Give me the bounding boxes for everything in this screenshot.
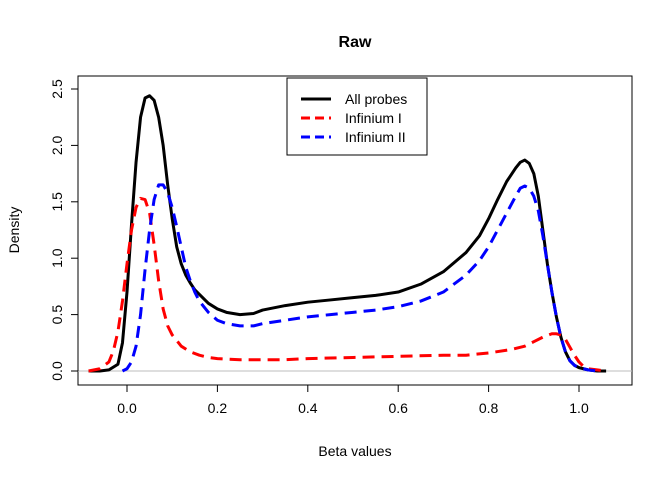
x-tick-label: 0.4 — [298, 400, 318, 416]
series-layer — [88, 94, 607, 373]
x-tick-label: 1.0 — [569, 400, 589, 416]
legend-label: Infinium I — [345, 110, 402, 126]
x-tick-label: 0.8 — [479, 400, 499, 416]
legend: All probes Infinium I Infinium II — [286, 77, 428, 156]
legend-label: Infinium II — [345, 129, 406, 145]
x-axis-title: Beta values — [318, 443, 391, 459]
x-tick-label: 0.6 — [388, 400, 408, 416]
y-axis-title: Density — [6, 207, 22, 254]
x-axis: 0.0 0.2 0.4 0.6 0.8 1.0 — [117, 384, 589, 416]
y-tick-label: 0.5 — [49, 305, 65, 325]
y-tick-label: 2.0 — [49, 135, 65, 155]
legend-box — [286, 77, 428, 156]
y-tick-label: 1.0 — [49, 248, 65, 268]
chart-title: Raw — [339, 34, 372, 51]
y-tick-label: 0.0 — [49, 361, 65, 381]
legend-label: All probes — [345, 91, 407, 107]
y-axis: 0.0 0.5 1.0 1.5 2.0 2.5 — [49, 79, 79, 381]
y-tick-label: 2.5 — [49, 79, 65, 99]
y-tick-label: 1.5 — [49, 192, 65, 212]
x-tick-label: 0.0 — [117, 400, 137, 416]
series-line-infinium-ii — [121, 183, 598, 373]
x-tick-label: 0.2 — [208, 400, 228, 416]
series-line-infinium-i — [88, 196, 607, 373]
